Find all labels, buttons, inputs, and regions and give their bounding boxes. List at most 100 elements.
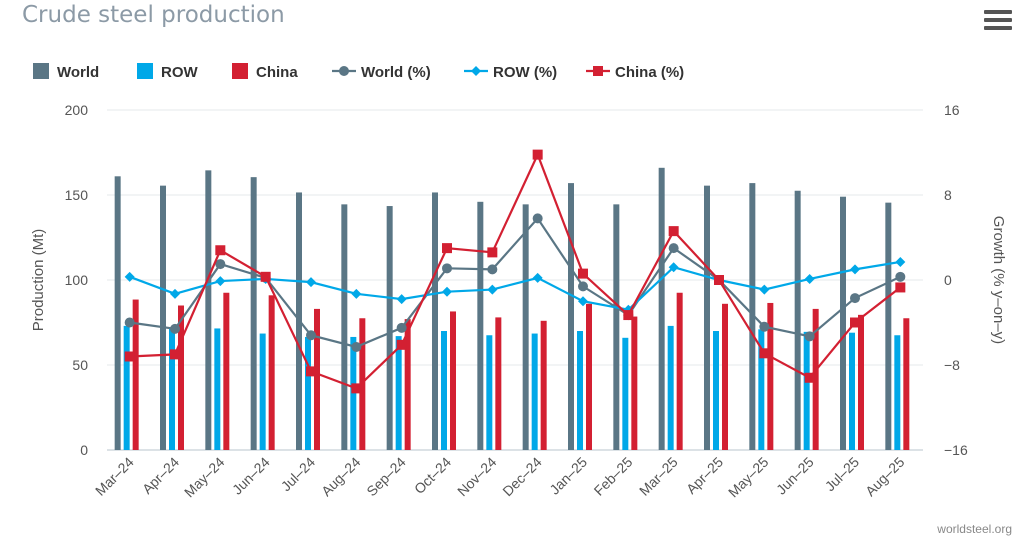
bar-china — [223, 292, 230, 450]
bar-world — [114, 176, 121, 451]
marker-row-growth — [351, 288, 362, 299]
marker-world-growth — [306, 330, 316, 341]
marker-row-growth — [170, 288, 180, 299]
x-tick-label: Jan–25 — [546, 454, 590, 498]
marker-china-growth — [487, 247, 498, 258]
bar-row — [622, 337, 629, 450]
marker-world-growth — [442, 263, 452, 274]
bar-row — [350, 336, 357, 450]
bar-world — [522, 204, 529, 450]
y2-axis-title: Growth (% y–on–y) — [990, 216, 1007, 344]
legend-marker-row-growth — [471, 66, 481, 76]
y-tick-label: 100 — [65, 272, 89, 288]
x-tick-label: Mar–24 — [92, 454, 137, 499]
marker-world-growth — [351, 341, 362, 352]
bar-china — [450, 311, 456, 450]
bar-row — [395, 336, 402, 450]
y-tick-label: 200 — [65, 102, 89, 118]
bar-china — [903, 318, 910, 450]
marker-row-growth — [442, 286, 452, 297]
x-tick-label: Jun–25 — [773, 454, 817, 498]
bar-china — [631, 316, 638, 450]
marker-world-growth — [532, 213, 543, 224]
marker-china-growth — [306, 366, 316, 377]
marker-row-growth — [215, 276, 226, 287]
line-china-growth — [129, 151, 902, 390]
x-tick-label: May–24 — [181, 454, 228, 501]
chart-title: Crude steel production — [22, 2, 285, 28]
bar-china — [132, 299, 139, 450]
marker-world-growth — [124, 317, 135, 328]
y-tick-label: 150 — [65, 187, 89, 203]
x-tick-label: Sep–24 — [363, 454, 409, 500]
bar-china — [314, 308, 320, 450]
marker-row-growth — [124, 271, 135, 282]
bar-world — [432, 192, 438, 450]
legend-label-world: World — [57, 64, 99, 81]
marker-china-growth — [578, 268, 588, 279]
x-tick-label: Aug–25 — [862, 454, 908, 500]
bar-world — [386, 206, 393, 450]
y2-tick-label: −8 — [944, 357, 960, 373]
marker-row-growth — [759, 284, 770, 295]
marker-world-growth — [850, 293, 860, 304]
bar-world — [477, 201, 484, 450]
legend-marker-world-growth — [339, 66, 349, 76]
y2-tick-label: 0 — [944, 272, 952, 288]
legend-marker-china-growth — [593, 66, 603, 76]
bar-row — [441, 331, 447, 450]
bar-world — [160, 185, 166, 450]
marker-china-growth — [895, 282, 906, 293]
marker-world-growth — [487, 264, 498, 275]
bar-china — [404, 319, 411, 450]
x-tick-label: Apr–25 — [683, 454, 726, 497]
legend-swatch-world — [33, 63, 49, 79]
line-world-growth — [129, 216, 901, 349]
x-tick-label: May–25 — [725, 454, 772, 501]
marker-china-growth — [804, 372, 815, 383]
marker-world-growth — [215, 259, 226, 270]
bar-china — [540, 320, 547, 450]
marker-row-growth — [487, 284, 498, 295]
bar-world — [568, 183, 574, 450]
bar-world — [658, 167, 665, 451]
bar-row — [259, 333, 266, 450]
marker-china-growth — [170, 349, 180, 360]
y-tick-label: 0 — [80, 442, 88, 458]
legend-label-row-growth: ROW (%) — [493, 64, 557, 81]
bar-row — [169, 327, 175, 450]
legend-label-world-growth: World (%) — [361, 64, 431, 81]
bar-row — [486, 335, 493, 450]
legend-label-china: China — [256, 64, 298, 81]
legend-label-china-growth: China (%) — [615, 64, 684, 81]
legend-swatch-china — [232, 63, 248, 79]
bar-world — [613, 204, 620, 450]
marker-china-growth — [850, 317, 860, 328]
bar-row — [214, 328, 221, 450]
marker-row-growth — [804, 273, 815, 284]
marker-china-growth — [260, 271, 271, 282]
x-tick-label: Apr–24 — [139, 454, 182, 497]
bar-row — [305, 336, 311, 450]
bar-china — [812, 308, 819, 450]
bar-row — [123, 325, 130, 450]
x-tick-label: Dec–24 — [499, 454, 545, 500]
bar-row — [667, 325, 674, 450]
hamburger-menu-icon[interactable] — [984, 10, 1012, 34]
marker-world-growth — [895, 271, 906, 282]
x-tick-label: Oct–24 — [411, 454, 454, 497]
bar-china — [722, 303, 728, 450]
marker-china-growth — [759, 348, 770, 359]
marker-china-growth — [668, 226, 679, 237]
x-tick-label: Jul–25 — [822, 454, 863, 495]
y2-tick-label: 16 — [944, 102, 960, 118]
bar-china — [676, 292, 683, 450]
x-tick-label: Jul–24 — [278, 454, 319, 495]
legend-label-row: ROW — [161, 64, 199, 81]
bar-row — [577, 331, 583, 450]
bar-world — [205, 170, 212, 450]
bar-china — [858, 314, 864, 450]
bar-row — [803, 331, 810, 450]
y2-tick-label: −16 — [944, 442, 968, 458]
